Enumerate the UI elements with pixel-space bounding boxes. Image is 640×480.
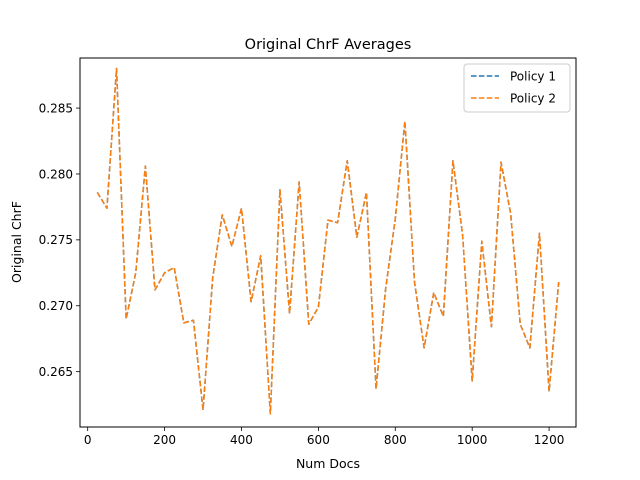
x-tick-label: 400 [230, 433, 253, 447]
series-layer [96, 67, 560, 415]
legend-label-policy-1: Policy 1 [510, 70, 556, 84]
legend-label-policy-2: Policy 2 [510, 92, 556, 106]
y-tick-label: 0.275 [39, 233, 73, 247]
legend: Policy 1 Policy 2 [463, 63, 571, 113]
y-axis-label: Original ChrF [9, 201, 24, 283]
y-axis-ticks: 0.265 0.270 0.275 0.280 0.285 [39, 101, 80, 379]
x-tick-label: 0 [84, 433, 92, 447]
y-tick-label: 0.270 [39, 299, 73, 313]
chart-title: Original ChrF Averages [245, 37, 412, 53]
x-tick-label: 1200 [534, 433, 565, 447]
x-tick-label: 600 [307, 433, 330, 447]
y-tick-label: 0.280 [39, 167, 73, 181]
x-tick-label: 200 [153, 433, 176, 447]
plot-frame [79, 57, 577, 428]
series-line-2 [96, 67, 560, 415]
y-tick-label: 0.285 [39, 101, 73, 115]
x-axis-label: Num Docs [296, 456, 360, 471]
x-axis-ticks: 0 200 400 600 800 1000 1200 [84, 427, 564, 447]
x-tick-label: 1000 [457, 433, 488, 447]
y-tick-label: 0.265 [39, 365, 73, 379]
x-tick-label: 800 [384, 433, 407, 447]
